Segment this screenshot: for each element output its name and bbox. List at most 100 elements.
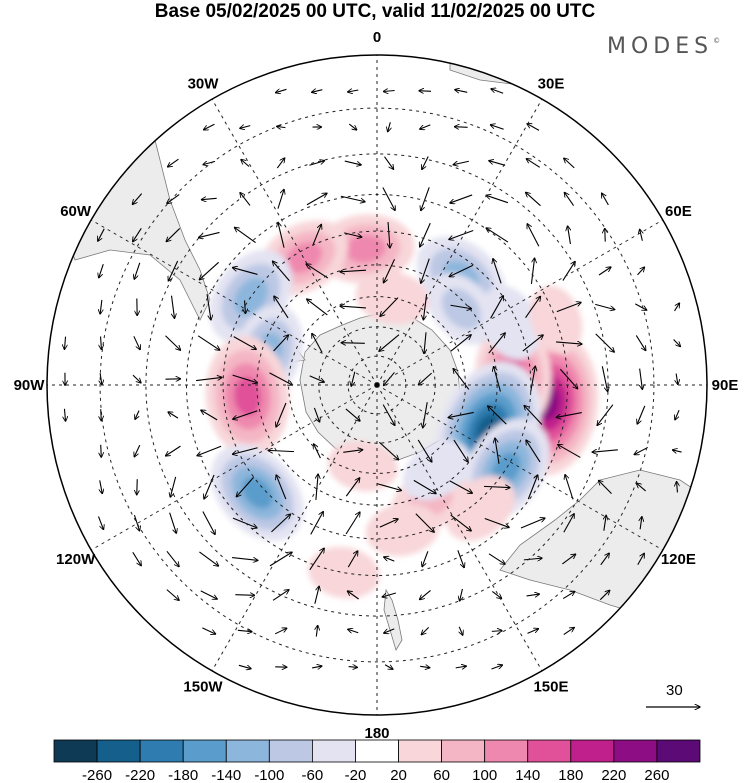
wind-arrow	[490, 125, 504, 130]
wind-arrow	[599, 590, 609, 601]
wind-arrow	[309, 161, 324, 166]
wind-arrow	[526, 192, 541, 207]
colorbar-tick-label: -220	[125, 767, 155, 783]
longitude-label: 90W	[14, 377, 46, 394]
wind-arrow	[133, 227, 142, 241]
longitude-label: 30E	[538, 76, 565, 93]
wind-arrow	[232, 374, 258, 383]
wind-arrow	[132, 552, 141, 565]
colorbar-swatch	[613, 739, 658, 763]
wind-arrow	[234, 227, 256, 244]
wind-arrow	[388, 221, 390, 248]
colorbar-swatch	[656, 739, 701, 763]
wind-arrow	[340, 195, 365, 201]
wind-arrow	[604, 515, 606, 531]
wind-arrow	[383, 91, 395, 92]
wind-arrow	[238, 665, 251, 668]
wind-arrow	[237, 630, 252, 631]
colorbar-swatch	[96, 739, 141, 763]
new-zealand-land	[383, 588, 403, 651]
wind-arrow	[595, 333, 615, 352]
wind-arrow	[133, 514, 139, 531]
wind-arrow	[420, 666, 430, 667]
wind-arrow	[637, 405, 646, 424]
wind-arrow	[197, 335, 220, 350]
wind-arrow	[382, 592, 397, 597]
colorbar-swatch	[570, 739, 615, 763]
wind-arrow	[601, 366, 607, 391]
wind-arrow	[526, 440, 541, 463]
wind-arrow	[450, 335, 471, 352]
wind-arrow	[415, 513, 434, 532]
wind-arrow	[417, 439, 432, 462]
wind-arrow	[420, 124, 431, 129]
wind-arrow	[486, 228, 509, 243]
wind-arrow	[348, 90, 359, 92]
wind-arrow	[424, 332, 426, 353]
colorbar-tick-label: 20	[390, 767, 407, 783]
wind-arrow	[674, 303, 680, 312]
wind-arrow	[449, 230, 474, 240]
wind-arrow	[523, 558, 542, 560]
wind-arrow	[598, 267, 611, 276]
wind-arrow	[413, 479, 436, 493]
colorbar-swatch	[53, 739, 98, 763]
wind-arrow	[170, 476, 177, 497]
wind-arrow	[530, 258, 534, 284]
wind-arrow	[634, 446, 649, 454]
wind-arrow	[199, 261, 220, 279]
colorbar-tick-label: -260	[82, 767, 112, 783]
wind-arrow	[524, 405, 543, 425]
wind-arrow	[384, 664, 393, 669]
wind-arrow	[240, 193, 251, 206]
wind-arrow	[488, 553, 505, 564]
wind-arrow	[232, 557, 258, 561]
wind-arrow	[488, 406, 507, 425]
longitude-label: 150E	[533, 678, 568, 695]
wind-arrow	[491, 665, 503, 670]
wind-arrow	[484, 518, 509, 528]
wind-arrow	[309, 548, 324, 571]
anomaly-cell	[308, 546, 380, 599]
wind-arrow	[165, 335, 180, 350]
wind-arrow	[232, 268, 258, 275]
anomaly-cell	[427, 273, 496, 345]
wind-arrow	[598, 480, 612, 494]
wind-arrow	[635, 335, 645, 350]
colorbar-tick-label: -100	[254, 767, 284, 783]
wind-arrow	[562, 591, 575, 600]
wind-arrow	[314, 586, 319, 604]
colorbar-tick-label: 140	[515, 767, 540, 783]
colorbar-tick-label: -140	[211, 767, 241, 783]
wind-arrow	[134, 262, 141, 279]
longitude-label: 120W	[56, 551, 96, 568]
wind-arrow	[272, 590, 289, 601]
wind-arrow	[345, 408, 360, 421]
colorbar-tick-label: 100	[472, 767, 497, 783]
wind-arrow	[101, 444, 102, 457]
wind-arrow	[637, 553, 645, 565]
wind-arrow	[343, 450, 362, 453]
reference-vector-label: 30	[666, 682, 683, 699]
wind-arrow	[166, 550, 179, 566]
wind-arrow	[527, 629, 539, 634]
wind-arrow	[276, 475, 287, 500]
wind-arrow	[273, 261, 290, 282]
wind-arrow	[460, 588, 463, 601]
wind-arrow	[562, 554, 575, 565]
wind-arrow	[316, 474, 318, 500]
wind-arrow	[455, 666, 467, 668]
anomaly-contour	[355, 271, 430, 325]
colorbar-tick-label: 260	[644, 767, 669, 783]
wind-arrow	[344, 160, 361, 165]
wind-arrow	[595, 303, 615, 309]
wind-arrow	[235, 595, 254, 596]
wind-arrow	[450, 194, 473, 203]
wind-arrow	[527, 124, 540, 131]
anomaly-contour	[242, 476, 273, 509]
wind-arrow	[556, 412, 582, 418]
wind-arrow	[313, 407, 319, 422]
wind-arrow	[568, 226, 571, 245]
wind-arrow	[132, 374, 141, 383]
brand-mark: ©	[713, 37, 721, 45]
